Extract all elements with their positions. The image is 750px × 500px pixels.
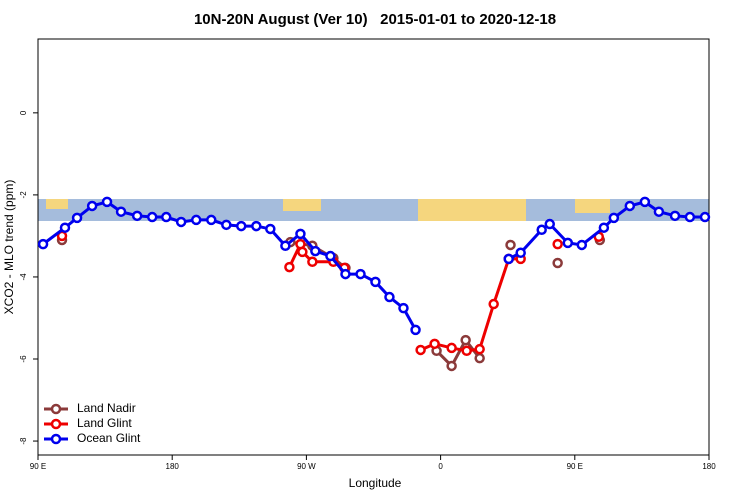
data-point bbox=[355, 268, 366, 280]
data-point bbox=[37, 238, 49, 250]
data-point bbox=[86, 200, 98, 212]
data-point bbox=[284, 261, 295, 273]
data-point bbox=[410, 324, 421, 336]
legend-marker bbox=[50, 433, 62, 445]
y-tick-label: -6 bbox=[19, 355, 28, 363]
x-axis-label: Longitude bbox=[349, 476, 402, 490]
data-point bbox=[221, 219, 232, 231]
data-point bbox=[474, 352, 485, 364]
legend-label: Ocean Glint bbox=[77, 431, 141, 445]
legend-label: Land Nadir bbox=[77, 401, 136, 415]
data-point bbox=[639, 196, 651, 208]
data-point bbox=[307, 256, 318, 268]
data-point bbox=[235, 220, 247, 232]
chart-title: 10N-20N August (Ver 10) 2015-01-01 to 20… bbox=[194, 11, 556, 28]
data-point bbox=[310, 245, 321, 257]
data-point bbox=[160, 211, 172, 223]
data-point bbox=[446, 342, 457, 354]
data-point bbox=[146, 211, 158, 223]
data-point bbox=[280, 240, 291, 252]
data-point bbox=[384, 291, 395, 303]
x-tick-label: 180 bbox=[702, 462, 716, 471]
plot-frame bbox=[37, 38, 710, 456]
data-point bbox=[101, 196, 113, 208]
data-point bbox=[536, 224, 547, 236]
data-point bbox=[340, 268, 351, 280]
data-point bbox=[190, 214, 202, 226]
data-point bbox=[429, 338, 440, 350]
data-point bbox=[460, 334, 471, 346]
data-point bbox=[608, 212, 620, 224]
x-tick-label: 90 E bbox=[567, 462, 583, 471]
data-point bbox=[297, 246, 308, 258]
data-point bbox=[598, 222, 610, 233]
data-point bbox=[505, 239, 516, 251]
map-band bbox=[38, 199, 709, 221]
data-point bbox=[131, 210, 143, 222]
data-point bbox=[684, 211, 696, 223]
x-tick-label: 180 bbox=[166, 462, 180, 471]
data-point bbox=[474, 343, 485, 355]
data-point bbox=[624, 200, 636, 212]
data-point bbox=[415, 344, 426, 356]
y-tick-label: 0 bbox=[19, 110, 28, 115]
data-point bbox=[562, 237, 574, 249]
y-tick-label: -2 bbox=[19, 191, 28, 199]
data-point bbox=[370, 276, 381, 288]
data-point bbox=[552, 238, 563, 250]
legend-marker bbox=[50, 418, 62, 430]
data-point bbox=[115, 206, 127, 217]
y-tick-label: -8 bbox=[19, 437, 28, 445]
data-point bbox=[552, 257, 563, 269]
data-point bbox=[544, 218, 555, 230]
legend-marker bbox=[50, 403, 62, 415]
series-line bbox=[42, 200, 705, 331]
data-point bbox=[59, 222, 71, 233]
data-point bbox=[576, 239, 588, 251]
data-point bbox=[206, 214, 217, 226]
x-tick-label: 90 E bbox=[30, 462, 46, 471]
data-point bbox=[251, 220, 262, 232]
data-point bbox=[398, 302, 409, 314]
data-point bbox=[265, 223, 276, 235]
data-point bbox=[175, 216, 187, 228]
x-tick-label: 0 bbox=[438, 462, 443, 471]
y-tick-label: -4 bbox=[19, 273, 28, 281]
data-point bbox=[699, 211, 711, 223]
data-point bbox=[503, 253, 514, 265]
data-point bbox=[653, 206, 665, 217]
data-point bbox=[446, 360, 457, 372]
legend-label: Land Glint bbox=[77, 416, 132, 430]
data-point bbox=[295, 228, 306, 240]
data-point bbox=[515, 247, 526, 258]
x-tick-label: 90 W bbox=[297, 462, 316, 471]
y-axis-label: XCO2 - MLO trend (ppm) bbox=[2, 180, 16, 315]
data-point bbox=[71, 212, 83, 224]
data-point bbox=[488, 298, 499, 310]
data-point bbox=[669, 210, 681, 222]
data-point bbox=[325, 250, 336, 262]
data-point bbox=[461, 345, 472, 357]
